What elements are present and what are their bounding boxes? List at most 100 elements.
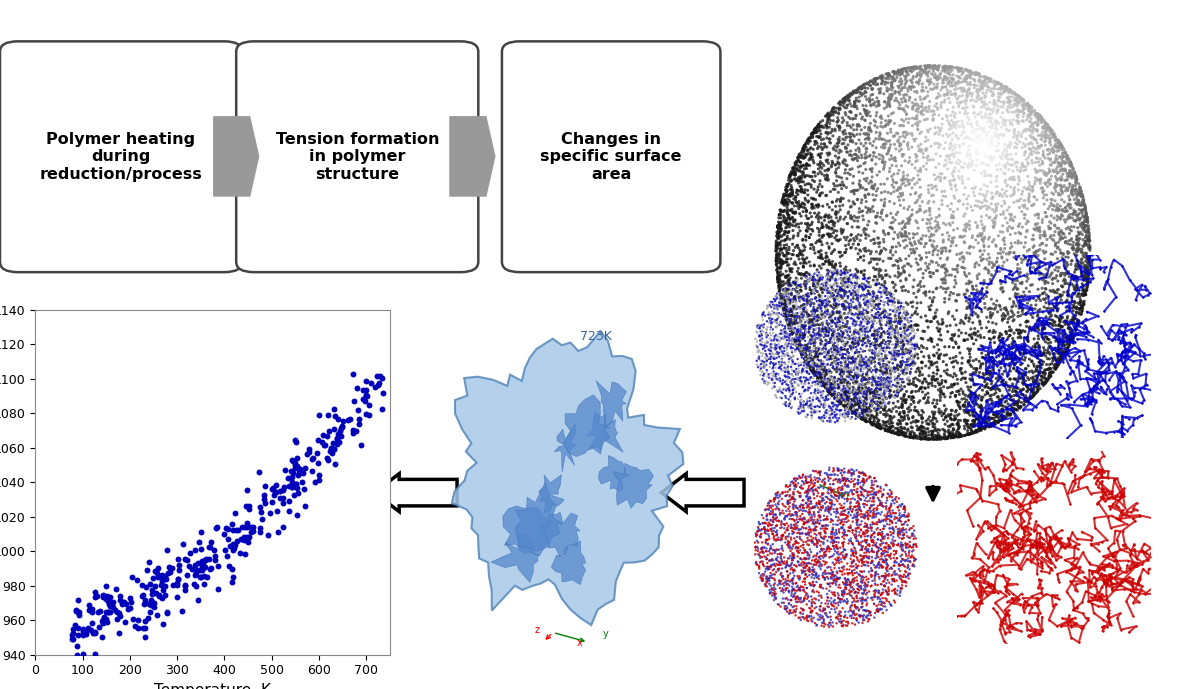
Point [843, 548, 862, 559]
Point [940, 61, 959, 72]
Point [813, 369, 831, 380]
Point [876, 138, 895, 150]
Point [1058, 238, 1077, 249]
Point [1113, 422, 1131, 433]
Point [1043, 128, 1062, 139]
Point [1064, 321, 1083, 332]
Point [784, 315, 803, 326]
Point [893, 341, 912, 352]
Point [1081, 252, 1100, 263]
Point [1023, 279, 1042, 290]
Point [889, 333, 908, 344]
Point [981, 346, 1000, 357]
Point [1066, 617, 1085, 628]
Point [869, 384, 888, 395]
Point [932, 243, 951, 254]
Point [894, 391, 913, 402]
Point [797, 599, 816, 610]
Point [976, 165, 994, 176]
Point [997, 465, 1016, 476]
Point [1011, 359, 1030, 370]
Point [846, 98, 864, 109]
Point [888, 381, 907, 392]
Point [1007, 101, 1026, 112]
Point [990, 77, 1009, 88]
Point [810, 189, 829, 200]
Point [772, 294, 791, 305]
Point [961, 79, 980, 90]
Point [1097, 580, 1116, 591]
Point [993, 315, 1012, 326]
Point [849, 280, 868, 291]
Point [1031, 361, 1050, 372]
Point [757, 331, 776, 342]
Point [1024, 185, 1043, 196]
Point [911, 205, 929, 216]
Point [852, 290, 870, 301]
Point [765, 569, 784, 580]
Point [1022, 477, 1040, 488]
Point [999, 344, 1018, 356]
Point [822, 526, 841, 537]
Point [853, 313, 872, 324]
Point [873, 553, 892, 564]
Point [1053, 187, 1072, 198]
Point [1030, 110, 1049, 121]
Point [789, 218, 808, 229]
Point [821, 334, 840, 345]
Point [823, 380, 842, 391]
Point [1044, 130, 1063, 141]
Point [919, 263, 938, 274]
Point [959, 66, 978, 77]
Point [988, 130, 1007, 141]
Point [1065, 288, 1084, 299]
Point [1051, 157, 1070, 168]
Point [981, 115, 1000, 126]
Point [983, 215, 1001, 226]
Point [1092, 483, 1111, 494]
Point [1039, 334, 1058, 345]
Point [286, 462, 305, 473]
Point [817, 524, 836, 535]
Point [881, 139, 900, 150]
Point [818, 415, 837, 426]
Point [980, 136, 999, 147]
Point [789, 325, 808, 336]
Point [970, 76, 988, 88]
Point [794, 604, 813, 615]
Point [813, 121, 831, 132]
Point [841, 243, 860, 254]
Point [785, 536, 804, 547]
Point [902, 175, 921, 186]
Point [818, 601, 837, 612]
Point [834, 527, 853, 538]
Point [980, 121, 999, 132]
Point [800, 345, 818, 356]
Point [826, 296, 844, 307]
Point [807, 131, 826, 142]
Point [881, 115, 900, 126]
Point [847, 528, 866, 539]
Point [880, 375, 899, 386]
Point [840, 95, 859, 106]
Point [822, 551, 841, 562]
Point [868, 79, 887, 90]
Point [814, 375, 833, 386]
Point [800, 552, 818, 563]
Point [1071, 265, 1090, 276]
Point [880, 388, 899, 399]
Point [944, 432, 963, 443]
Point [817, 610, 836, 621]
Point [876, 306, 895, 317]
Point [1070, 228, 1089, 239]
Point [968, 220, 987, 232]
Point [960, 422, 979, 433]
Point [843, 557, 862, 568]
Point [1046, 363, 1065, 374]
Point [1052, 140, 1071, 151]
Point [840, 393, 859, 404]
Point [909, 62, 928, 73]
Point [777, 305, 796, 316]
Point [824, 103, 843, 114]
Point [892, 559, 911, 570]
